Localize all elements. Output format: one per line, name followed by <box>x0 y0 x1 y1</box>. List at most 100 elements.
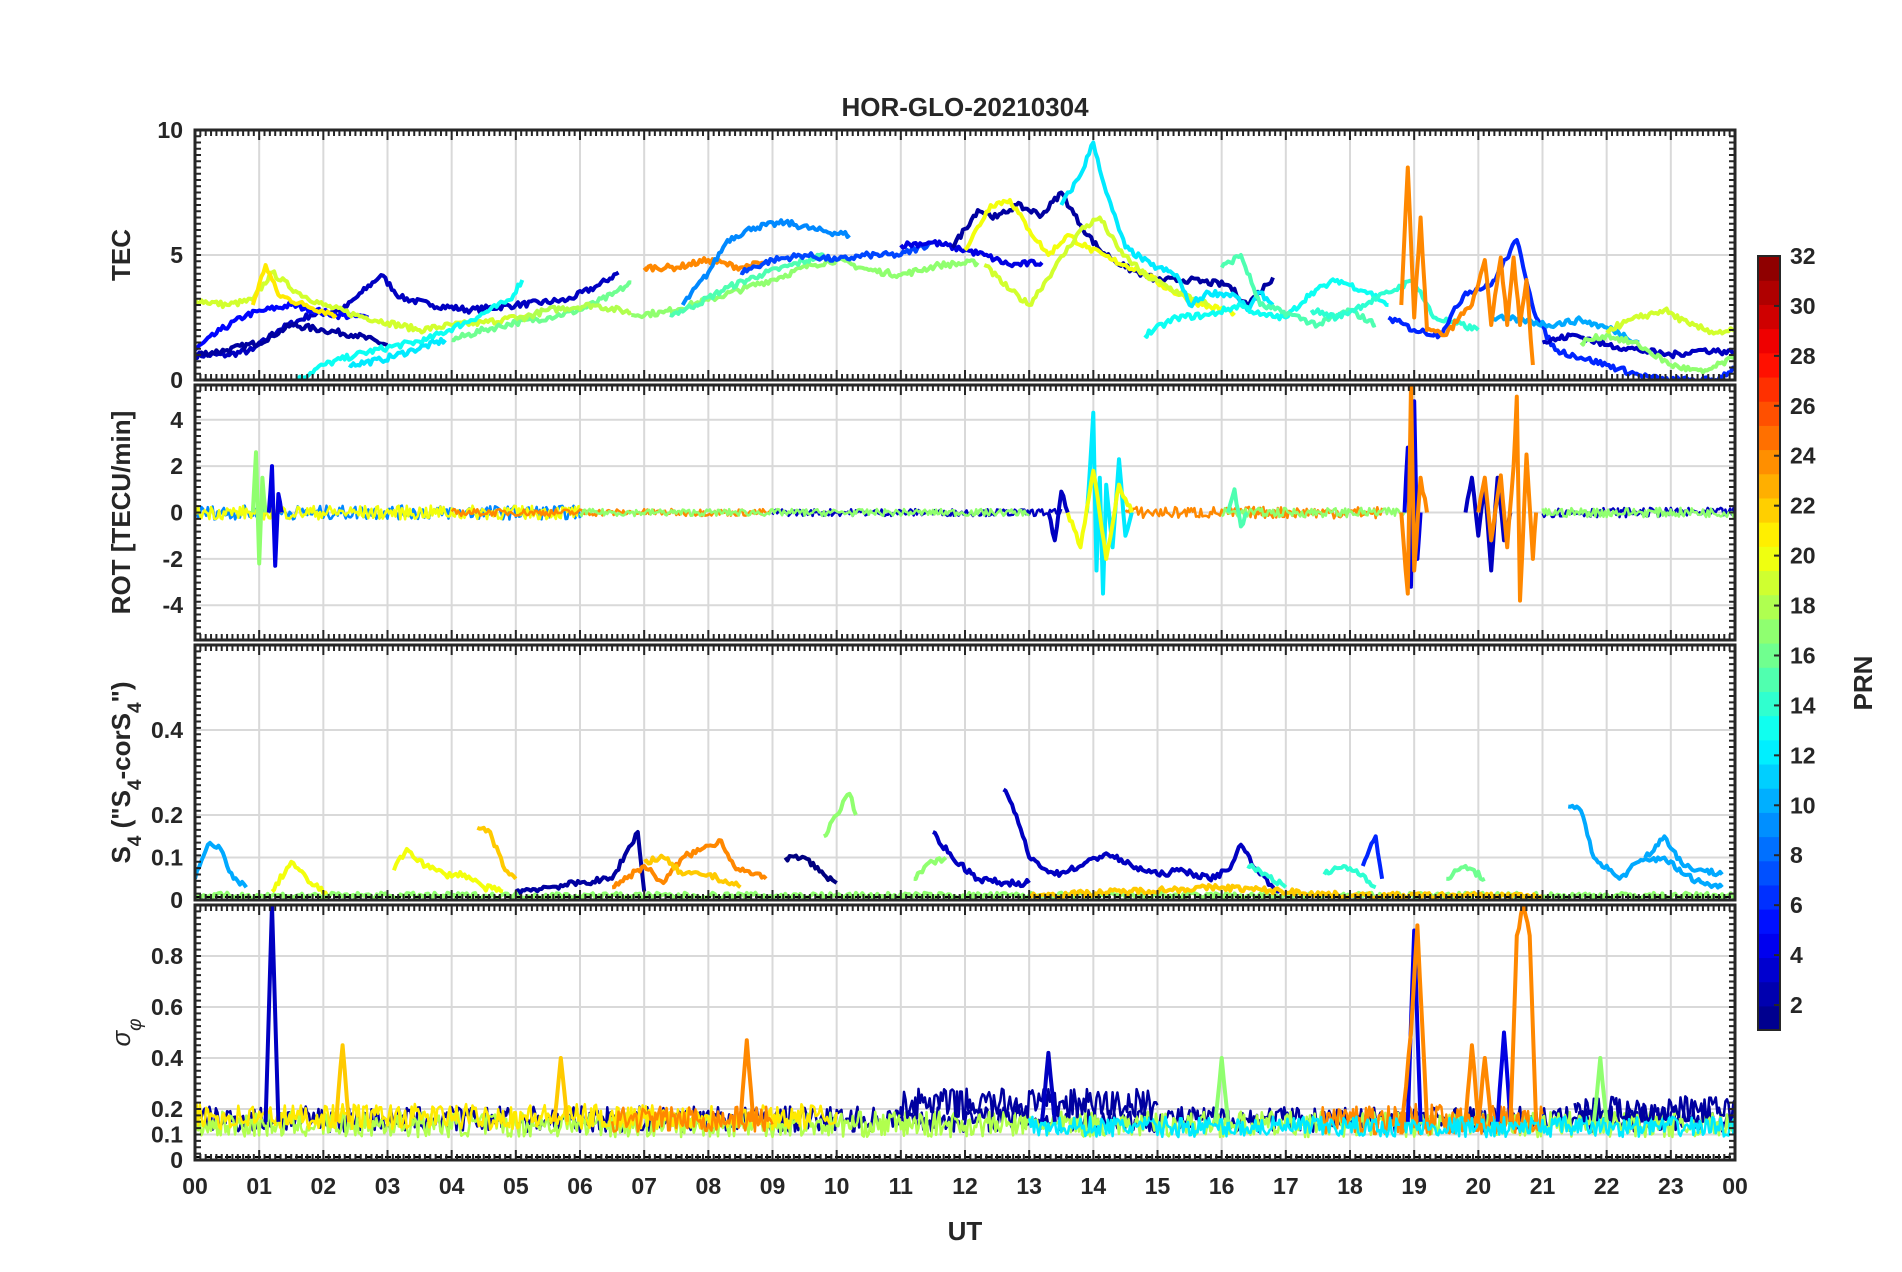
series-line-prn-17 <box>1541 506 1735 519</box>
y-tick-label: 0 <box>170 887 183 913</box>
series-line-prn-1 <box>783 853 838 885</box>
colorbar-tick-label: 2 <box>1790 992 1803 1018</box>
colorbar-segment <box>1758 691 1780 717</box>
x-tick-label: 00 <box>182 1173 208 1199</box>
series-line-prn-3 <box>1040 1050 1057 1122</box>
chart-title: HOR-GLO-20210304 <box>841 92 1089 122</box>
colorbar-tick-label: 18 <box>1790 593 1816 619</box>
series-line-prn-22 <box>476 825 518 881</box>
series-line-prn-24 <box>1399 165 1535 366</box>
x-axis-label: UT <box>948 1216 983 1246</box>
series-line-prn-3 <box>263 905 281 1122</box>
series-line-prn-4 <box>266 464 284 568</box>
colorbar-segment <box>1758 739 1780 765</box>
colorbar-tick-label: 14 <box>1790 692 1816 718</box>
series-line-prn-24 <box>610 1105 774 1133</box>
colorbar-tick-label: 8 <box>1790 842 1803 868</box>
y-axis-label: TEC <box>106 229 136 281</box>
series-line-prn-17 <box>578 507 1030 518</box>
colorbar-segment <box>1758 256 1780 281</box>
colorbar-segment <box>1758 304 1780 330</box>
colorbar-tick-label: 12 <box>1790 742 1816 768</box>
series-line-prn-6 <box>1387 238 1735 380</box>
colorbar-segment <box>1758 497 1780 523</box>
colorbar-tick-label: 30 <box>1790 293 1816 319</box>
x-tick-label: 22 <box>1594 1173 1620 1199</box>
colorbar-segment <box>1758 352 1780 378</box>
series-line-prn-20 <box>392 847 504 894</box>
colorbar-segment <box>1758 909 1780 934</box>
colorbar-segment <box>1758 546 1780 572</box>
colorbar-segment <box>1758 376 1780 402</box>
x-tick-label: 07 <box>631 1173 657 1199</box>
series-line-prn-19 <box>1605 306 1735 336</box>
series-line-prn-12 <box>1084 410 1134 596</box>
y-axis-label: ROT [TECU/min] <box>106 411 136 615</box>
y-tick-label: 0.1 <box>151 1122 183 1148</box>
x-tick-label: 15 <box>1145 1173 1171 1199</box>
colorbar-tick-label: 4 <box>1790 942 1803 968</box>
series-line-prn-18 <box>514 301 633 323</box>
series-line-prn-2 <box>899 1087 1159 1121</box>
x-tick-label: 17 <box>1273 1173 1299 1199</box>
series-line-prn-20 <box>270 859 331 899</box>
series-line-prn-24 <box>1399 923 1429 1135</box>
series-line-prn-17 <box>913 856 948 881</box>
colorbar-tick-label: 22 <box>1790 493 1816 519</box>
series-line-prn-17 <box>250 450 268 566</box>
colorbar-segment <box>1758 425 1780 451</box>
colorbar-segment <box>1758 957 1780 983</box>
colorbar-segment <box>1758 667 1780 692</box>
series-line-prn-13 <box>296 279 525 380</box>
series-line-prn-16 <box>1446 864 1486 882</box>
series-line-prn-10 <box>195 840 248 889</box>
y-tick-label: 0.8 <box>151 943 183 969</box>
colorbar-segment <box>1758 449 1780 475</box>
series-line-prn-3 <box>932 830 1031 889</box>
colorbar-segment <box>1758 812 1780 838</box>
colorbar-frame <box>1757 255 1781 1031</box>
series-line-prn-17 <box>1579 332 1735 375</box>
x-tick-label: 14 <box>1081 1173 1107 1199</box>
series-line-prn-3 <box>1541 332 1735 360</box>
x-tick-label: 00 <box>1722 1173 1748 1199</box>
y-axis-label-part: φ <box>125 1018 146 1030</box>
x-tick-label: 04 <box>439 1173 465 1199</box>
series-line-prn-12 <box>348 337 447 369</box>
series-group <box>195 905 1735 1139</box>
colorbar-tick-label: 6 <box>1790 892 1803 918</box>
colorbar-segment <box>1758 328 1780 354</box>
series-line-prn-9 <box>680 218 851 306</box>
colorbar-segment <box>1758 788 1780 813</box>
colorbar-tick-label: 26 <box>1790 393 1816 419</box>
y-axis-label-part: 4 <box>125 702 146 713</box>
panel-tec: 0 5 10 TEC <box>106 117 1737 393</box>
series-line-prn-24 <box>1508 905 1539 1122</box>
series-line-prn-3 <box>1046 489 1070 543</box>
panel-rot: -4 -2 0 2 4 ROT [TECU/min] <box>106 383 1737 642</box>
series-line-prn-4 <box>1495 1030 1513 1122</box>
series-line-prn-17 <box>1213 1056 1231 1123</box>
series-line-prn-10 <box>1567 803 1724 890</box>
colorbar-segment <box>1758 280 1780 305</box>
colorbar-segment <box>1758 836 1780 862</box>
x-tick-label: 20 <box>1466 1173 1492 1199</box>
y-tick-label: 0.4 <box>151 1045 183 1071</box>
x-tick-label: 21 <box>1530 1173 1556 1199</box>
series-line-prn-22 <box>643 853 742 889</box>
y-axis-label: σφ <box>106 1018 146 1046</box>
y-axis-label: S4 ("S4-corS4") <box>106 681 146 863</box>
y-tick-label: -2 <box>163 546 183 572</box>
colorbar-segment <box>1758 763 1780 789</box>
x-tick-label: 09 <box>760 1173 786 1199</box>
series-line-prn-24 <box>1124 505 1384 520</box>
x-tick-label: 12 <box>952 1173 978 1199</box>
y-axis-label-part: 4 <box>125 835 146 846</box>
colorbar-segment <box>1758 473 1780 499</box>
x-tick-label: 19 <box>1401 1173 1427 1199</box>
colorbar-segment <box>1758 933 1780 959</box>
colorbar-segment <box>1758 715 1780 741</box>
series-group <box>195 385 1735 603</box>
series-line-prn-20 <box>1065 468 1134 561</box>
series-line-prn-17 <box>1220 506 1416 519</box>
